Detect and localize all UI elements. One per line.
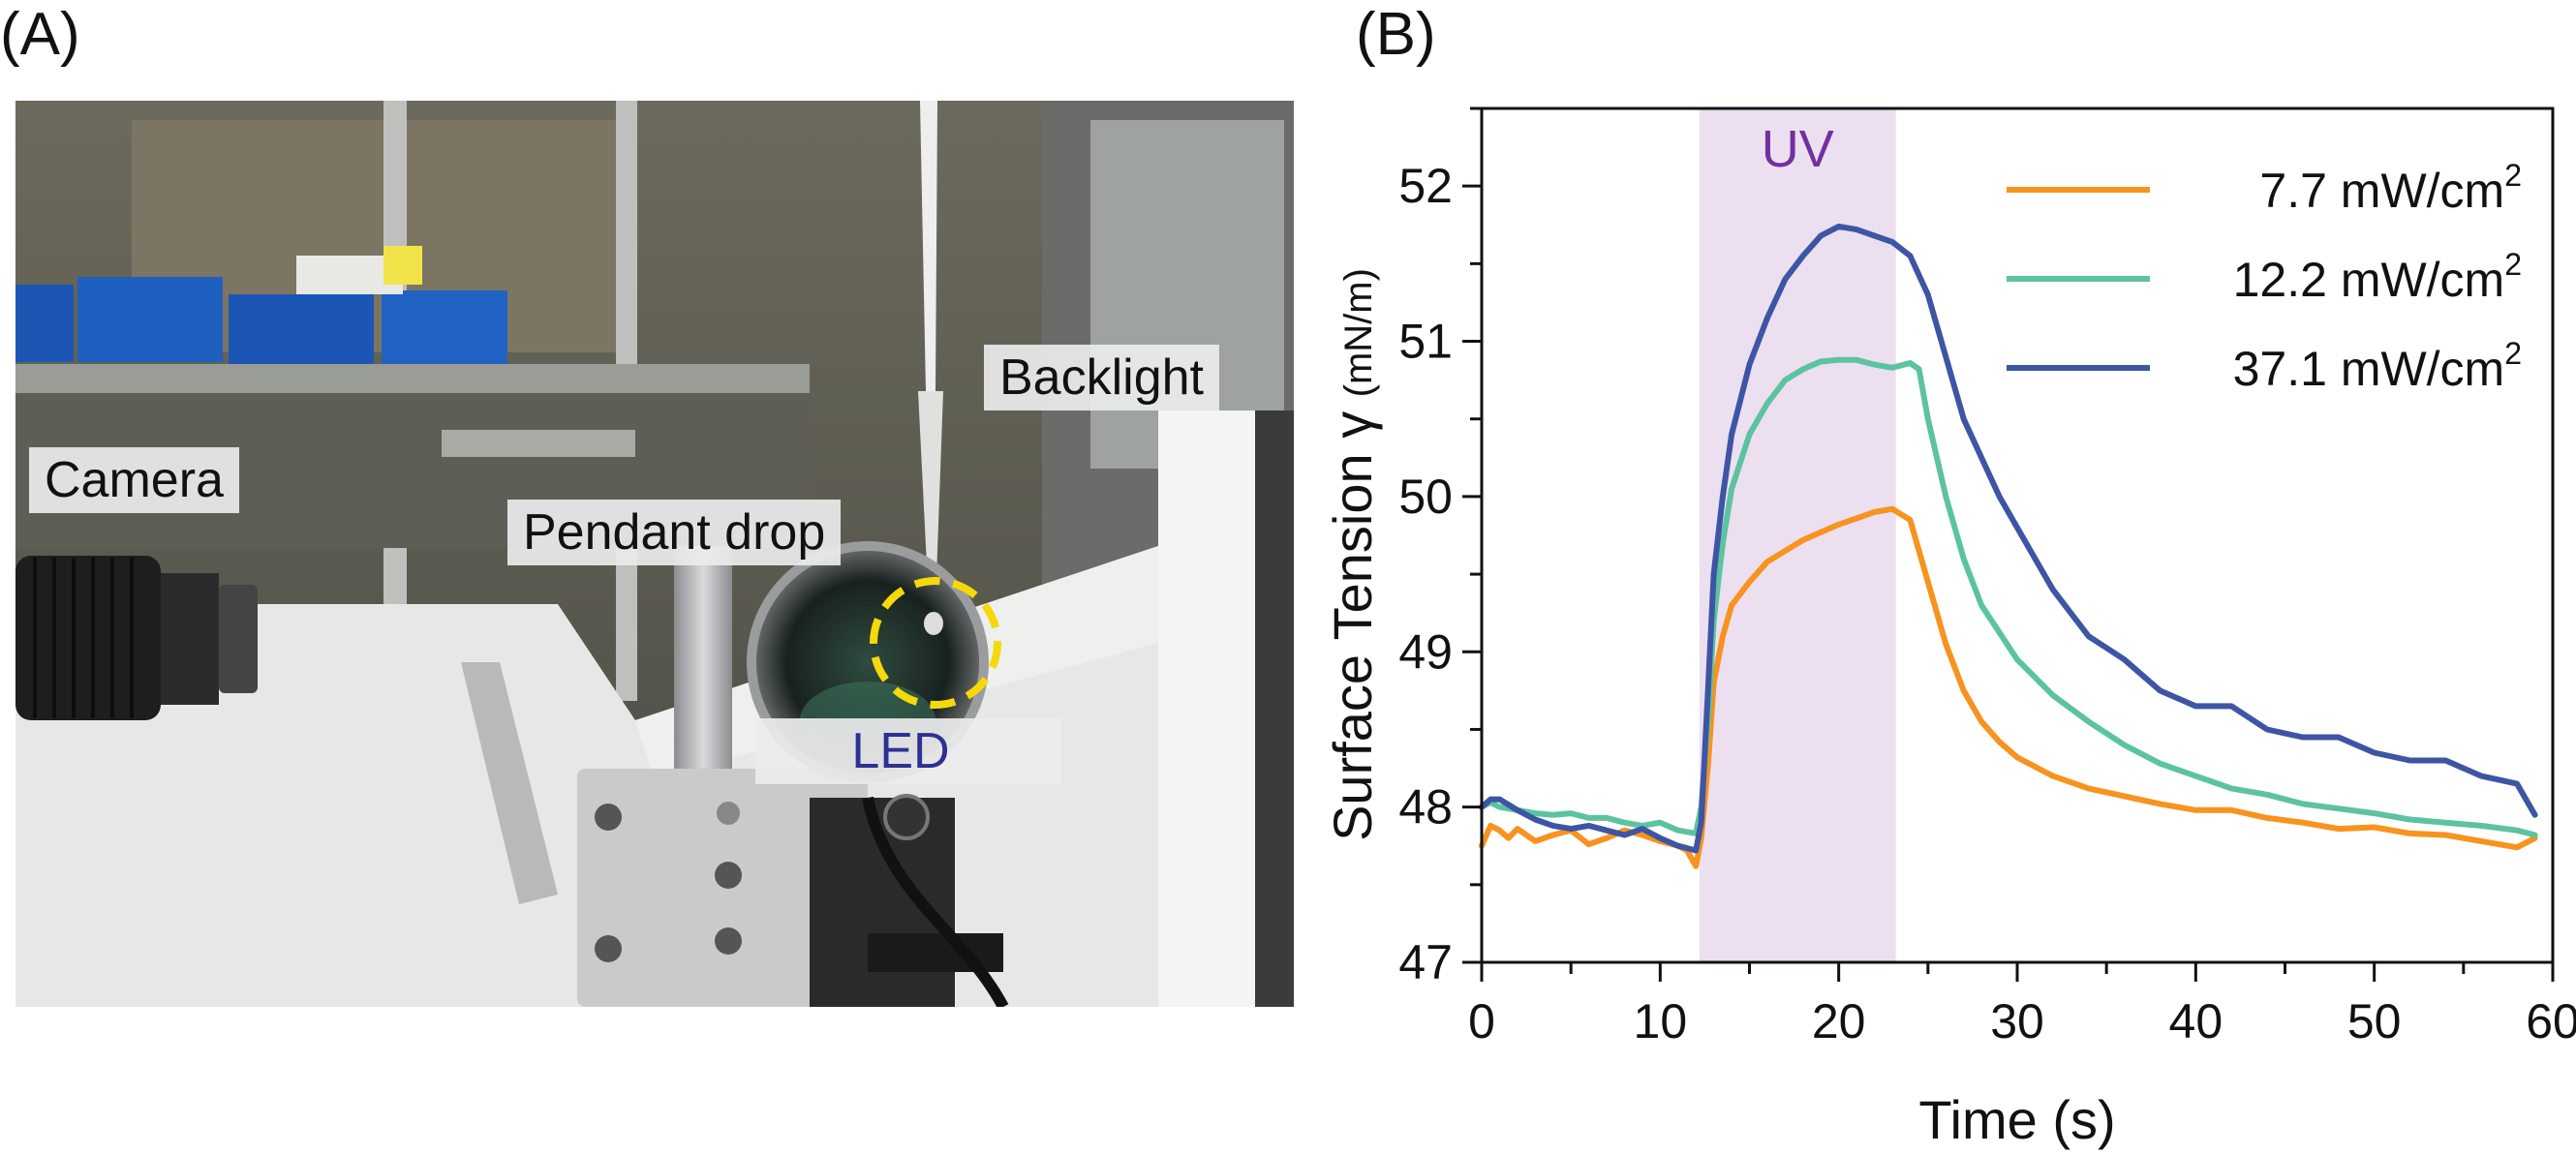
y-tick-label: 52 xyxy=(1398,159,1453,213)
surface-tension-chart: UV 0 10 20 30 40 50 60 47 48 49 50 51 52 7.7 mW/cm2 1… xyxy=(1322,106,2576,1150)
legend-label-3: 37.1 mW/cm2 xyxy=(2233,336,2522,396)
x-tick-label: 0 xyxy=(1468,994,1495,1048)
uv-exposure-region: UV xyxy=(1699,108,1896,962)
drop-highlight-circle xyxy=(870,577,1001,709)
y-axis-label: Surface Tension γ (mN/m) xyxy=(1322,268,1383,841)
legend: 7.7 mW/cm2 12.2 mW/cm2 37.1 mW/cm2 xyxy=(2007,158,2522,396)
uv-shade xyxy=(1699,108,1896,962)
series-line-3 xyxy=(1479,223,2538,854)
pendant-drop xyxy=(924,612,943,635)
led-label: LED xyxy=(755,718,1061,784)
x-tick-label: 40 xyxy=(2169,994,2223,1048)
panel-label-b: (B) xyxy=(1356,1,1436,68)
pendant-drop-label: Pendant drop xyxy=(507,500,842,565)
camera-label: Camera xyxy=(29,447,239,513)
adjustment-lever xyxy=(461,662,558,904)
x-tick-label: 60 xyxy=(2526,994,2576,1048)
panel-label-a: (A) xyxy=(0,1,80,68)
y-tick-label: 50 xyxy=(1398,470,1453,524)
legend-label-1: 7.7 mW/cm2 xyxy=(2259,158,2522,218)
y-tick-label: 51 xyxy=(1398,315,1453,369)
x-axis-label: Time (s) xyxy=(1918,1089,2115,1150)
y-axis-label-group: Surface Tension γ (mN/m) xyxy=(1322,268,1383,841)
x-tick-label: 10 xyxy=(1634,994,1688,1048)
x-tick-label: 30 xyxy=(1990,994,2044,1048)
y-tick-label: 48 xyxy=(1398,780,1453,835)
pipette-tip xyxy=(920,101,937,391)
shelf-bins xyxy=(15,246,507,364)
led-cable xyxy=(862,796,1009,1007)
shelf-board xyxy=(15,364,810,393)
x-tick-label: 50 xyxy=(2347,994,2402,1048)
camera-body xyxy=(15,556,258,720)
experimental-setup-photo: Camera Pendant drop Backlight LED xyxy=(15,101,1294,1007)
x-tick-label: 20 xyxy=(1812,994,1866,1048)
series-line-2 xyxy=(1479,356,2538,838)
backlight-label: Backlight xyxy=(984,345,1219,410)
uv-annotation: UV xyxy=(1762,120,1834,178)
y-tick-label: 49 xyxy=(1398,624,1453,679)
axis-ticks: 0 10 20 30 40 50 60 47 48 49 50 51 52 xyxy=(1398,106,2576,1048)
series-lines xyxy=(1479,223,2538,869)
series-line-1 xyxy=(1479,505,2538,869)
mounting-plate xyxy=(577,769,868,1007)
legend-label-2: 12.2 mW/cm2 xyxy=(2233,247,2522,307)
y-tick-label: 47 xyxy=(1398,935,1453,989)
